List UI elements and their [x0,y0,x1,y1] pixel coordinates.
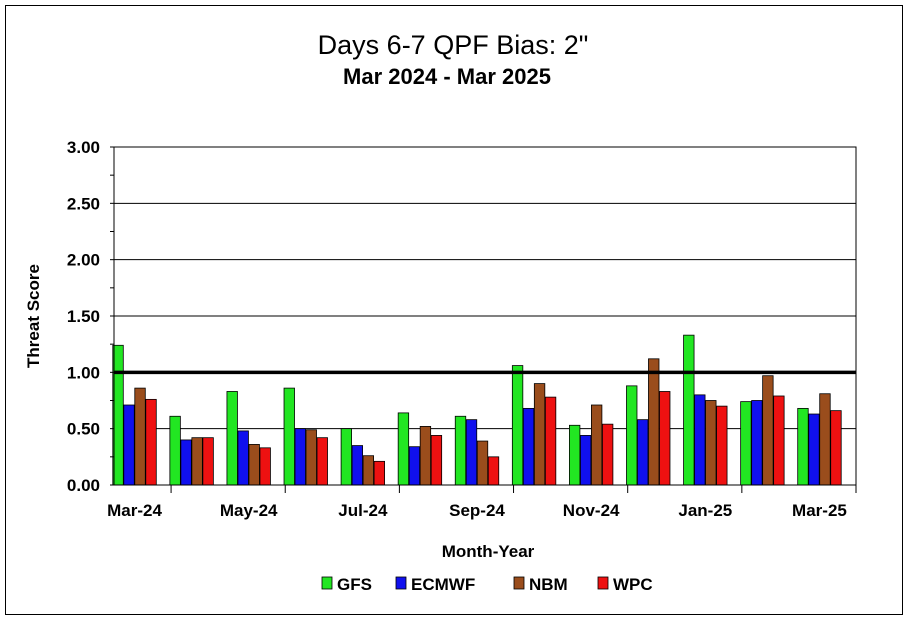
x-axis-ticks: Mar-24 May-24 Jul-24 Sep-24 Nov-24 Jan-25 Mar-… [107,485,857,520]
bar-nbm-nov-24 [591,404,603,486]
bar-nbm-jan-25 [705,400,717,486]
gridlines [114,202,856,430]
bar-ecmwf-feb-25 [751,400,763,486]
legend-swatch-nbm [513,576,525,590]
bar-ecmwf-sep-24 [465,419,478,486]
bar-gfs-jan-25 [683,334,695,486]
bar-wpc-jun-24 [316,437,328,486]
bar-ecmwf-oct-24 [522,407,535,486]
bar-gfs-jun-24 [283,387,295,486]
bar-ecmwf-may-24 [237,430,249,486]
bar-nbm-oct-24 [533,383,546,486]
legend-label-ecmwf: ECMWF [411,575,475,594]
bar-gfs-may-24 [226,391,238,486]
x-tick-label: Sep-24 [449,501,505,520]
legend-swatch-gfs [321,576,333,590]
legend-swatch-ecmwf [395,576,407,590]
bar-ecmwf-dec-24 [637,419,649,486]
bar-gfs-apr-24 [169,415,181,486]
chart-frame [5,5,903,615]
bar-gfs-nov-24 [569,424,581,486]
bar-nbm-mar-24 [134,387,146,486]
bar-ecmwf-jun-24 [294,428,306,486]
bar-wpc-oct-24 [544,396,557,486]
y-tick-label: 1.00 [67,363,100,382]
bar-ecmwf-nov-24 [580,435,592,486]
bar-gfs-sep-24 [454,415,467,486]
y-axis-label: Threat Score [24,264,43,368]
bar-nbm-aug-24 [419,426,432,486]
legend: GFS ECMWF NBM WPC [321,575,653,594]
chart-subtitle: Mar 2024 - Mar 2025 [343,64,551,89]
bar-nbm-may-24 [248,444,260,486]
y-axis-ticks: 0.00 0.50 1.00 1.50 2.00 2.50 3.00 [67,138,114,495]
x-tick-label: Mar-24 [107,501,162,520]
y-tick-label: 0.00 [67,476,100,495]
bar-nbm-sep-24 [476,440,489,486]
bar-wpc-sep-24 [487,456,500,486]
bar-ecmwf-jul-24 [351,445,363,486]
legend-swatch-wpc [597,576,609,590]
chart-title: Days 6-7 QPF Bias: 2" [318,30,589,60]
bar-nbm-dec-24 [648,358,660,486]
x-tick-label: Nov-24 [563,501,620,520]
y-tick-label: 1.50 [67,307,100,326]
bar-ecmwf-aug-24 [408,446,421,486]
bar-gfs-jul-24 [340,428,352,486]
bar-nbm-apr-24 [191,437,203,486]
bar-series [112,334,842,486]
bar-nbm-jun-24 [305,429,317,486]
bar-nbm-feb-25 [762,375,774,486]
bar-wpc-aug-24 [430,435,443,486]
bar-ecmwf-mar-24 [123,404,135,486]
bar-wpc-mar-25 [830,410,842,486]
bar-gfs-feb-25 [740,401,752,486]
bar-ecmwf-jan-25 [694,394,706,486]
x-tick-label: May-24 [220,501,278,520]
x-tick-label: Mar-25 [792,501,847,520]
bar-gfs-aug-24 [397,412,410,486]
legend-label-nbm: NBM [529,575,568,594]
bar-wpc-mar-24 [145,398,157,486]
bar-nbm-mar-25 [819,393,831,486]
bar-gfs-dec-24 [626,385,638,486]
bar-wpc-apr-24 [202,437,214,486]
y-tick-label: 0.50 [67,420,100,439]
bar-wpc-dec-24 [659,391,671,486]
legend-label-gfs: GFS [337,575,372,594]
bar-wpc-may-24 [259,447,271,486]
bar-nbm-jul-24 [362,455,374,486]
bar-wpc-jul-24 [373,460,385,486]
y-tick-label: 2.50 [67,194,100,213]
bar-wpc-nov-24 [602,423,614,486]
y-tick-label: 3.00 [67,138,100,157]
x-tick-label: Jan-25 [678,501,732,520]
bar-gfs-oct-24 [511,365,524,486]
bar-wpc-jan-25 [716,405,728,486]
y-tick-label: 2.00 [67,251,100,270]
x-tick-label: Jul-24 [338,501,388,520]
bar-ecmwf-apr-24 [180,439,192,486]
x-axis-label: Month-Year [442,542,535,561]
bar-gfs-mar-25 [797,407,809,486]
bar-wpc-feb-25 [773,395,785,486]
legend-label-wpc: WPC [613,575,653,594]
bar-ecmwf-mar-25 [808,413,820,486]
